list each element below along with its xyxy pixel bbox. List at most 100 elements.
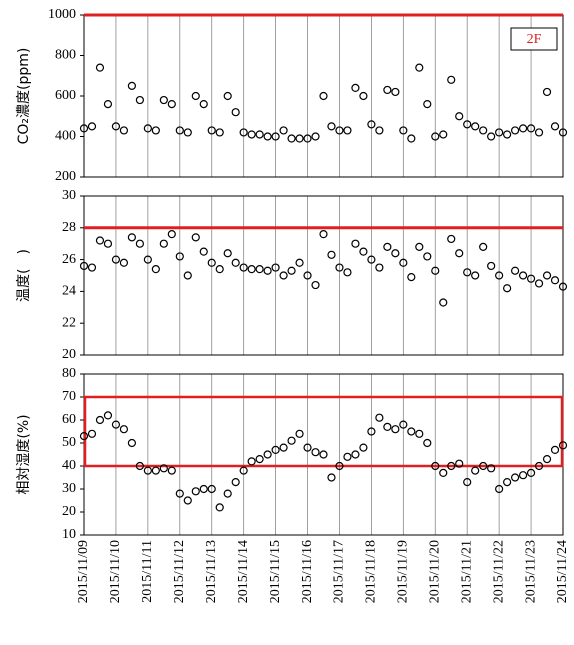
data-point [431, 266, 440, 275]
data-point [143, 124, 152, 133]
data-point [223, 489, 232, 498]
data-point [231, 478, 240, 487]
y-tick-label: 60 [62, 412, 76, 427]
data-point [239, 263, 248, 272]
data-point [111, 255, 121, 264]
data-point [503, 284, 512, 293]
y-tick-label: 400 [55, 129, 76, 144]
data-point [542, 455, 552, 464]
data-point [279, 126, 288, 135]
data-point [335, 461, 344, 471]
data-point [359, 247, 368, 256]
data-point [303, 443, 312, 452]
data-point [423, 252, 432, 261]
data-point [439, 298, 448, 307]
data-point [167, 466, 176, 475]
data-point [391, 425, 400, 434]
data-point [327, 250, 336, 259]
data-point [199, 99, 208, 109]
data-point [407, 427, 416, 436]
data-point [207, 258, 216, 267]
data-point [375, 413, 384, 422]
data-point [255, 455, 264, 464]
x-tick-label: 2015/11/23 [523, 540, 538, 603]
y-tick-label: 200 [55, 169, 76, 184]
data-point [159, 239, 168, 248]
data-point [415, 63, 424, 72]
data-point [183, 496, 192, 505]
annotation: 2F [527, 32, 542, 47]
data-point [295, 258, 304, 267]
data-point [542, 87, 552, 97]
data-point [151, 466, 160, 475]
data-point [534, 279, 544, 288]
data-point [526, 274, 536, 283]
y-tick-label: 28 [62, 220, 76, 235]
x-tick-label: 2015/11/10 [108, 540, 123, 603]
y-tick-label: 20 [62, 504, 76, 519]
data-point [119, 425, 129, 434]
data-point [279, 443, 288, 452]
data-point [159, 95, 168, 105]
data-point [183, 128, 192, 137]
x-tick-label: 2015/11/24 [555, 540, 570, 603]
data-point [191, 487, 200, 496]
data-point [247, 130, 256, 139]
data-point [471, 271, 480, 280]
data-point [367, 120, 376, 129]
data-point [79, 261, 89, 271]
data-point [239, 128, 248, 137]
data-point [215, 503, 224, 512]
x-tick-label: 2015/11/09 [76, 540, 91, 603]
data-point [199, 247, 208, 256]
data-point [510, 473, 520, 482]
data-point [151, 265, 160, 274]
data-point [103, 411, 113, 420]
data-point [247, 265, 256, 274]
data-point [367, 427, 376, 436]
y-axis-label: 温度( ) [16, 249, 32, 302]
data-point [207, 484, 216, 494]
data-point [335, 263, 344, 272]
data-point [351, 239, 360, 248]
data-point [111, 420, 121, 429]
data-point [167, 230, 176, 239]
x-tick-label: 2015/11/19 [396, 540, 411, 603]
x-tick-label: 2015/11/18 [364, 540, 379, 603]
data-point [191, 91, 200, 101]
data-point [447, 234, 456, 244]
data-point [463, 478, 472, 487]
data-point [447, 75, 456, 84]
data-point [487, 132, 496, 141]
data-point [558, 441, 568, 450]
data-point [223, 249, 232, 258]
data-point [423, 438, 432, 448]
data-point [558, 128, 568, 137]
y-axis-label: CO₂濃度(ppm) [16, 48, 32, 145]
data-point [487, 464, 496, 473]
data-point [479, 461, 488, 471]
data-point [471, 466, 480, 475]
data-point [127, 233, 136, 242]
data-point [311, 448, 320, 457]
data-point [526, 468, 536, 477]
data-point [375, 263, 384, 272]
data-point [167, 99, 176, 109]
data-point [135, 461, 144, 471]
data-point [503, 130, 512, 139]
data-point [247, 457, 256, 466]
data-point [510, 266, 520, 275]
x-tick-label: 2015/11/17 [332, 540, 347, 603]
data-point [95, 63, 105, 72]
data-point [95, 236, 105, 245]
data-point [558, 282, 568, 291]
y-tick-label: 22 [62, 315, 76, 330]
annotation-box [510, 27, 558, 51]
data-point [255, 265, 264, 274]
data-point [287, 266, 296, 275]
data-point [447, 461, 456, 471]
y-tick-label: 70 [62, 389, 76, 404]
x-tick-label: 2015/11/16 [300, 540, 315, 603]
data-point [135, 95, 144, 105]
data-point [287, 436, 296, 445]
